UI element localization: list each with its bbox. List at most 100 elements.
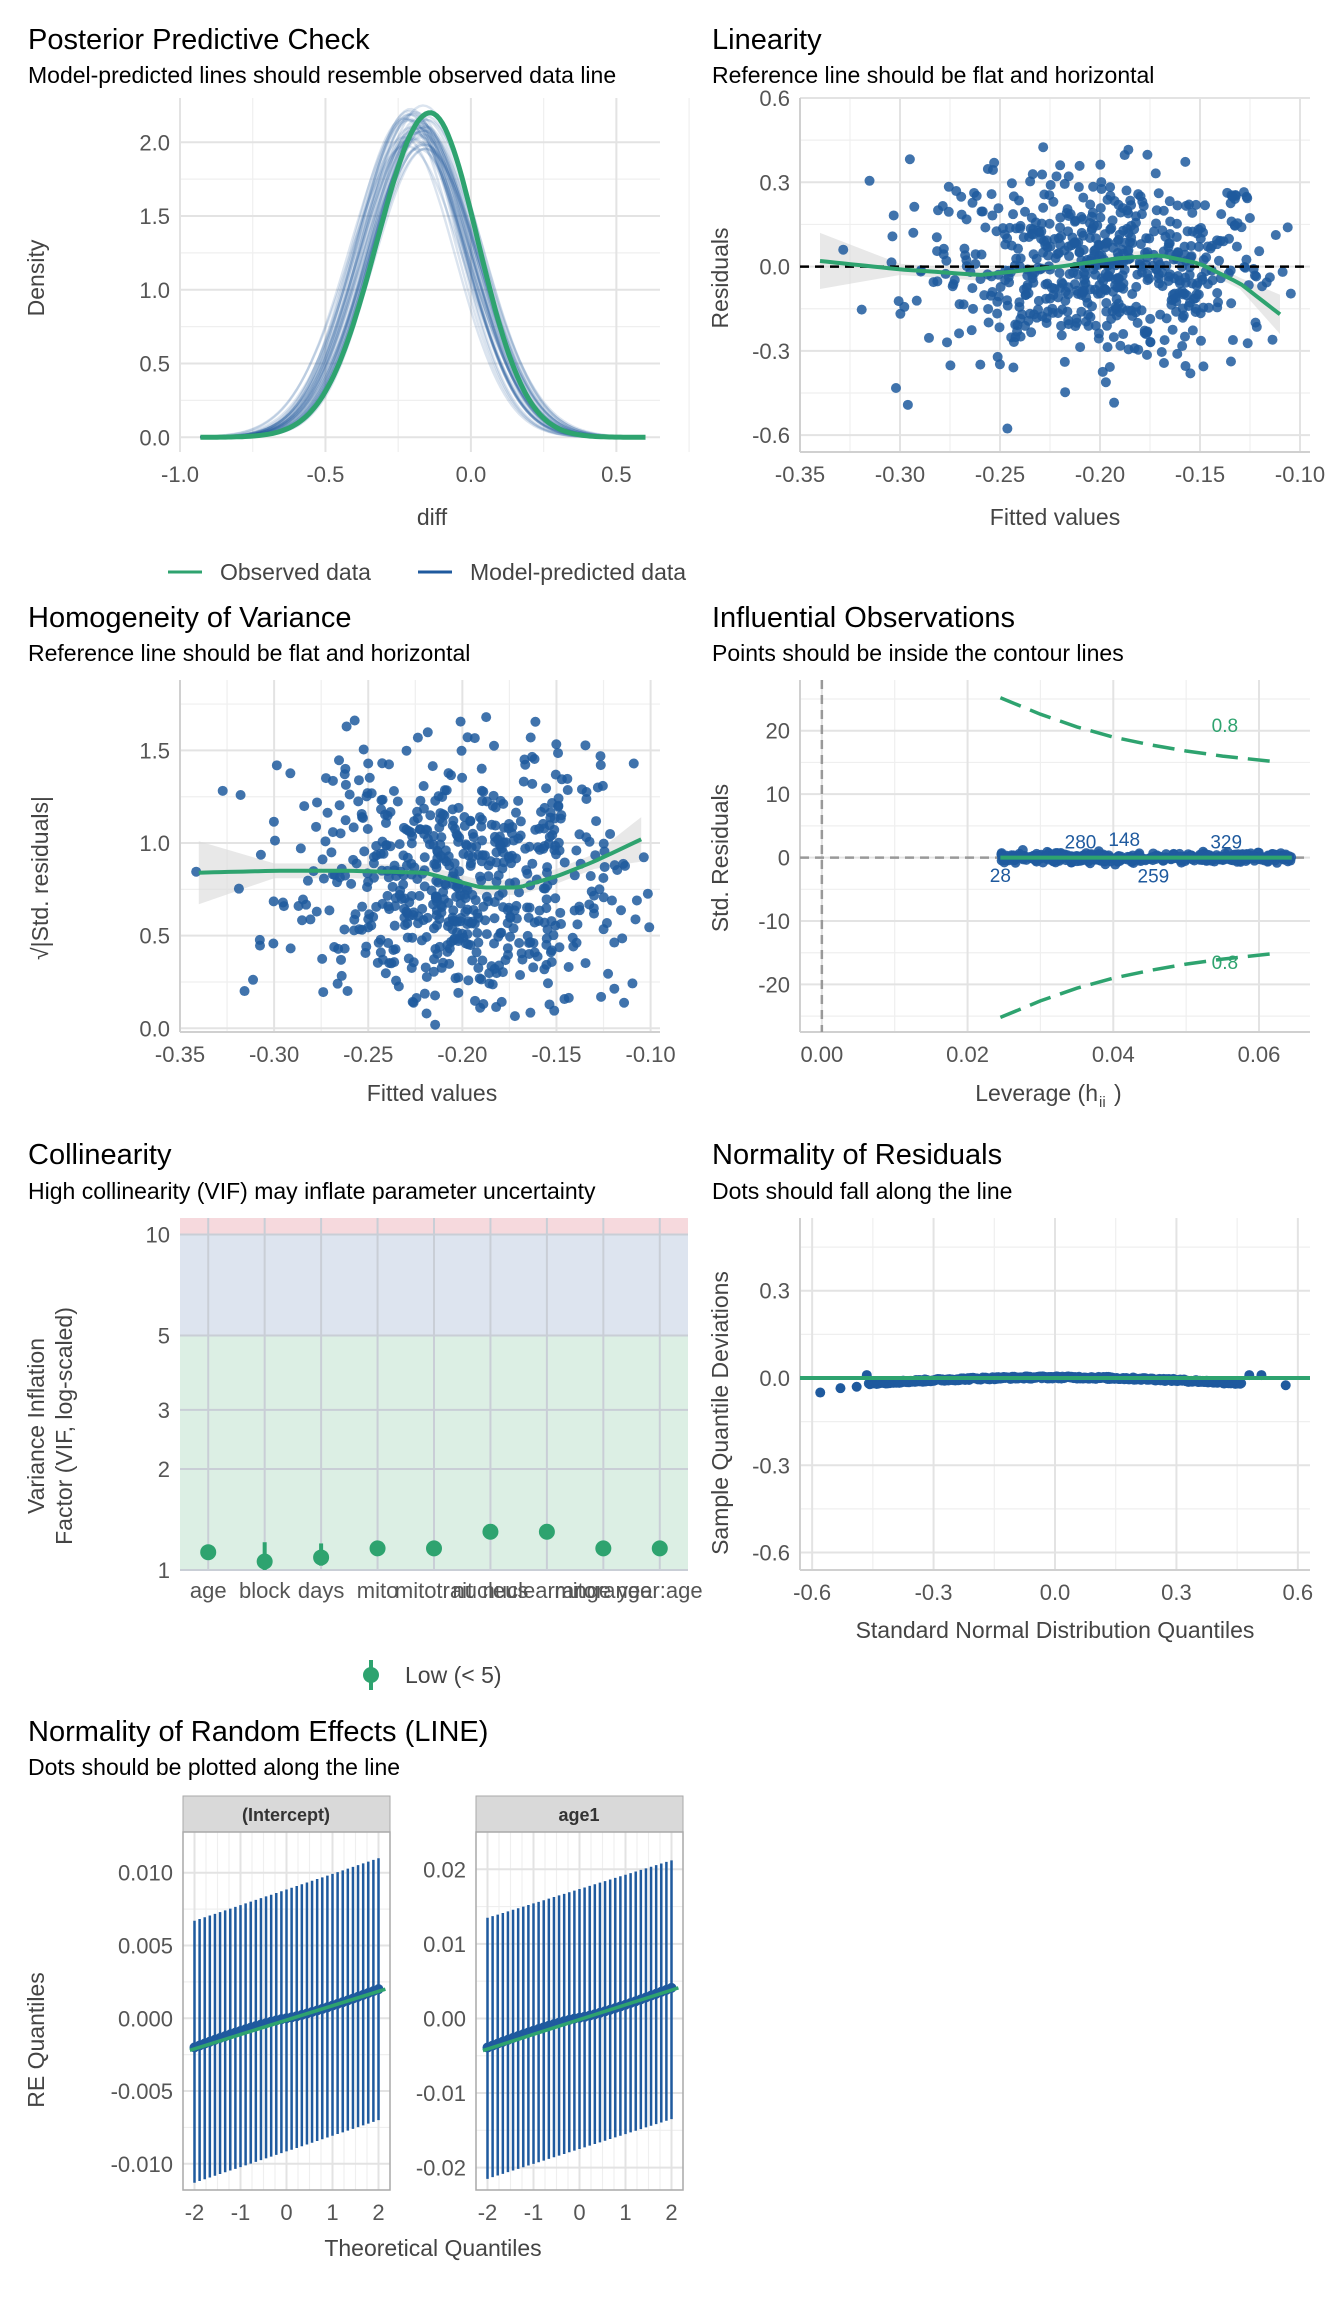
linearity-point bbox=[1060, 387, 1071, 398]
linearity-point bbox=[1077, 286, 1088, 297]
qq-point bbox=[1236, 1378, 1247, 1389]
re-strips: (Intercept) age1 bbox=[182, 1795, 684, 1833]
ppc-predicted-line bbox=[200, 126, 646, 439]
vif-point bbox=[482, 1523, 499, 1540]
x-tick-label: -0.15 bbox=[1175, 462, 1225, 487]
linearity-point bbox=[1101, 285, 1112, 296]
linearity-point bbox=[1167, 324, 1178, 335]
homogeneity-point bbox=[586, 886, 597, 897]
linearity-point bbox=[1045, 293, 1056, 304]
homogeneity-point bbox=[317, 854, 328, 865]
qq-title: Normality of Residuals bbox=[712, 1139, 1002, 1171]
linearity-point bbox=[967, 283, 978, 294]
linearity-point bbox=[1222, 187, 1233, 198]
axis-titles: diff Density Fitted values Residuals Fit… bbox=[23, 228, 1254, 2262]
homogeneity-point bbox=[572, 919, 583, 930]
homogeneity-point bbox=[479, 850, 490, 861]
homogeneity-point bbox=[606, 895, 617, 906]
linearity-point bbox=[1075, 342, 1086, 353]
homogeneity-point bbox=[483, 860, 494, 871]
linearity-point bbox=[1002, 423, 1013, 434]
homogeneity-point bbox=[353, 775, 364, 786]
homogeneity-point bbox=[363, 876, 374, 887]
homogeneity-point bbox=[394, 839, 405, 850]
homogeneity-point bbox=[255, 849, 266, 860]
linearity-point bbox=[1086, 301, 1097, 312]
linearity-point bbox=[1213, 297, 1224, 308]
re-panel-border bbox=[182, 1831, 391, 2191]
homogeneity-point bbox=[478, 786, 489, 797]
homogeneity-point bbox=[412, 918, 423, 929]
homogeneity-point bbox=[357, 812, 368, 823]
homogeneity-point bbox=[508, 923, 519, 934]
linearity-point bbox=[1095, 203, 1106, 214]
homogeneity-point bbox=[422, 912, 433, 923]
homogeneity-point bbox=[556, 919, 567, 930]
homogeneity-point bbox=[389, 920, 400, 931]
linearity-point bbox=[1169, 288, 1180, 299]
linearity-point bbox=[893, 296, 904, 307]
homogeneity-point bbox=[362, 824, 373, 835]
linearity-point bbox=[1282, 222, 1293, 233]
linearity-point bbox=[1242, 338, 1253, 349]
linearity-point bbox=[1056, 277, 1067, 288]
homogeneity-point bbox=[411, 993, 422, 1004]
homogeneity-point bbox=[453, 972, 464, 983]
y-tick-label: 0.00 bbox=[423, 2006, 466, 2031]
homogeneity-point bbox=[473, 912, 484, 923]
homogeneity-point bbox=[373, 937, 384, 948]
homogeneity-point bbox=[505, 931, 516, 942]
legend-observed-label: Observed data bbox=[220, 559, 371, 585]
y-tick-label: 0.5 bbox=[139, 924, 170, 949]
linearity-point bbox=[1038, 236, 1049, 247]
homogeneity-point bbox=[439, 785, 450, 796]
x-tick-label: -2 bbox=[478, 2200, 498, 2225]
homogeneity-point bbox=[451, 881, 462, 892]
x-tick-label: nuclearrange bbox=[483, 1578, 611, 1603]
y-tick-label: 10 bbox=[766, 782, 790, 807]
ppc-predicted-line bbox=[200, 147, 646, 439]
homogeneity-point bbox=[542, 978, 553, 989]
linearity-point bbox=[1145, 336, 1156, 347]
linearity-point bbox=[1178, 289, 1189, 300]
ppc-predicted-line bbox=[200, 124, 646, 439]
linearity-point bbox=[1250, 317, 1261, 328]
strip-age1 bbox=[475, 1795, 684, 1833]
linearity-point bbox=[1141, 233, 1152, 244]
y-tick-label: -0.005 bbox=[111, 2079, 173, 2104]
linearity-point bbox=[1121, 185, 1132, 196]
vif-point bbox=[595, 1540, 612, 1557]
homogeneity-point bbox=[381, 840, 392, 851]
linearity-point bbox=[1180, 361, 1191, 372]
homogeneity-point bbox=[529, 947, 540, 958]
linearity-point bbox=[941, 255, 952, 266]
homogeneity-point bbox=[458, 848, 469, 859]
linearity-point bbox=[1198, 227, 1209, 238]
x-tick-label: 0.3 bbox=[1161, 1580, 1192, 1605]
linearity-point bbox=[1196, 271, 1207, 282]
qq-plot: -0.6 -0.3 0.0 0.3 0.6 -0.6 -0.3 0.0 0.3 bbox=[752, 1218, 1313, 1605]
homogeneity-point bbox=[351, 858, 362, 869]
linearity-point bbox=[888, 210, 899, 221]
homogeneity-point bbox=[414, 824, 425, 835]
homogeneity-point bbox=[489, 938, 500, 949]
linearity-point bbox=[1054, 267, 1065, 278]
strip-age1-label: age1 bbox=[558, 1805, 599, 1825]
linearity-point bbox=[1155, 309, 1166, 320]
linearity-point bbox=[1185, 368, 1196, 379]
homogeneity-point bbox=[462, 929, 473, 940]
re-xlabel: Theoretical Quantiles bbox=[324, 2235, 541, 2261]
y-tick-label: 0.0 bbox=[759, 1366, 790, 1391]
homogeneity-point bbox=[368, 911, 379, 922]
vif-point bbox=[256, 1553, 273, 1570]
x-tick-label: 0.06 bbox=[1238, 1042, 1281, 1067]
y-tick-label: 0.3 bbox=[759, 1279, 790, 1304]
linearity-point bbox=[1144, 273, 1155, 284]
homogeneity-point bbox=[618, 858, 629, 869]
linearity-point bbox=[1190, 306, 1201, 317]
homogeneity-point bbox=[333, 943, 344, 954]
homogeneity-point bbox=[466, 918, 477, 929]
x-tick-label: nucleus bbox=[453, 1578, 529, 1603]
linearity-point bbox=[1180, 156, 1191, 167]
